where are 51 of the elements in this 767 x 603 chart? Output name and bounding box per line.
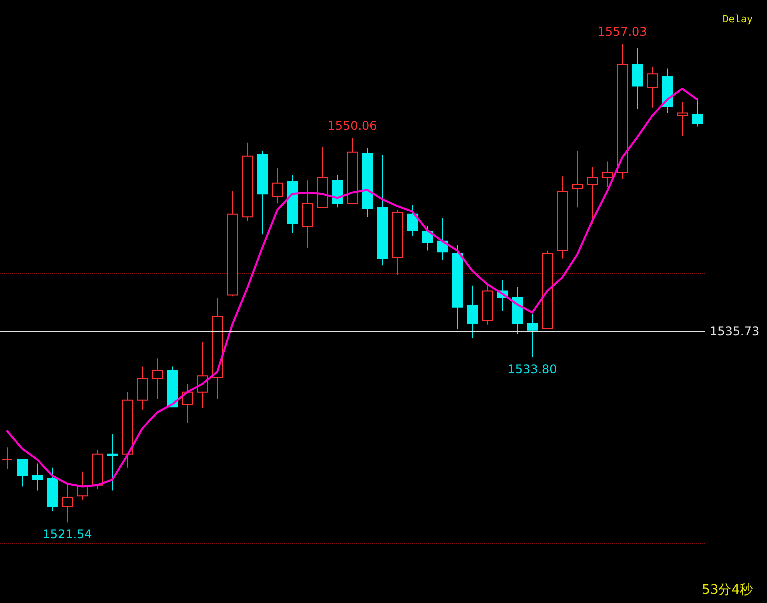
candlestick	[557, 176, 568, 260]
annotation: 1521.54	[42, 528, 92, 542]
candlestick	[647, 66, 658, 108]
candlestick	[572, 150, 583, 208]
candlestick	[542, 250, 553, 330]
candlestick	[17, 459, 28, 488]
candlestick	[272, 168, 283, 204]
candlestick	[602, 161, 613, 188]
candlestick	[152, 358, 163, 400]
candlestick	[677, 102, 688, 137]
candlestick	[302, 180, 313, 249]
candlestick	[77, 471, 88, 501]
candlestick	[212, 297, 223, 400]
candlestick	[512, 286, 523, 335]
candlestick	[32, 463, 43, 492]
candlestick	[422, 226, 433, 252]
candlestick	[437, 218, 448, 261]
candlestick	[362, 148, 373, 218]
candlestick	[62, 484, 73, 524]
candlestick	[617, 44, 628, 180]
text: Delay	[722, 14, 754, 26]
candlestick	[377, 154, 388, 266]
candlestick	[137, 366, 148, 410]
ref-line-label: 1535.73	[710, 324, 760, 338]
candlestick	[587, 166, 598, 224]
annotation: 1533.80	[508, 362, 558, 376]
candlestick	[107, 434, 118, 492]
candlestick	[287, 174, 298, 234]
candlestick	[122, 392, 133, 468]
annotation: 1557.03	[598, 25, 648, 40]
candlestick	[332, 174, 343, 208]
candlestick	[482, 282, 493, 326]
candlestick	[242, 142, 253, 222]
candlestick	[47, 467, 58, 512]
candlestick	[167, 366, 178, 408]
candlestick	[182, 384, 193, 424]
annotation: 1550.06	[328, 119, 378, 134]
text: 53分4秒	[702, 583, 754, 598]
candlestick	[92, 450, 103, 490]
candlestick	[317, 146, 328, 208]
candlestick	[227, 190, 238, 298]
candlestick	[662, 68, 673, 114]
candlestick	[257, 150, 268, 236]
candlestick	[632, 48, 643, 110]
candlestick	[452, 244, 463, 330]
candlestick	[347, 138, 358, 204]
candlestick	[467, 285, 478, 339]
candlestick	[527, 314, 538, 358]
candlestick	[407, 204, 418, 236]
candlestick	[392, 210, 403, 276]
candlestick	[2, 447, 13, 470]
